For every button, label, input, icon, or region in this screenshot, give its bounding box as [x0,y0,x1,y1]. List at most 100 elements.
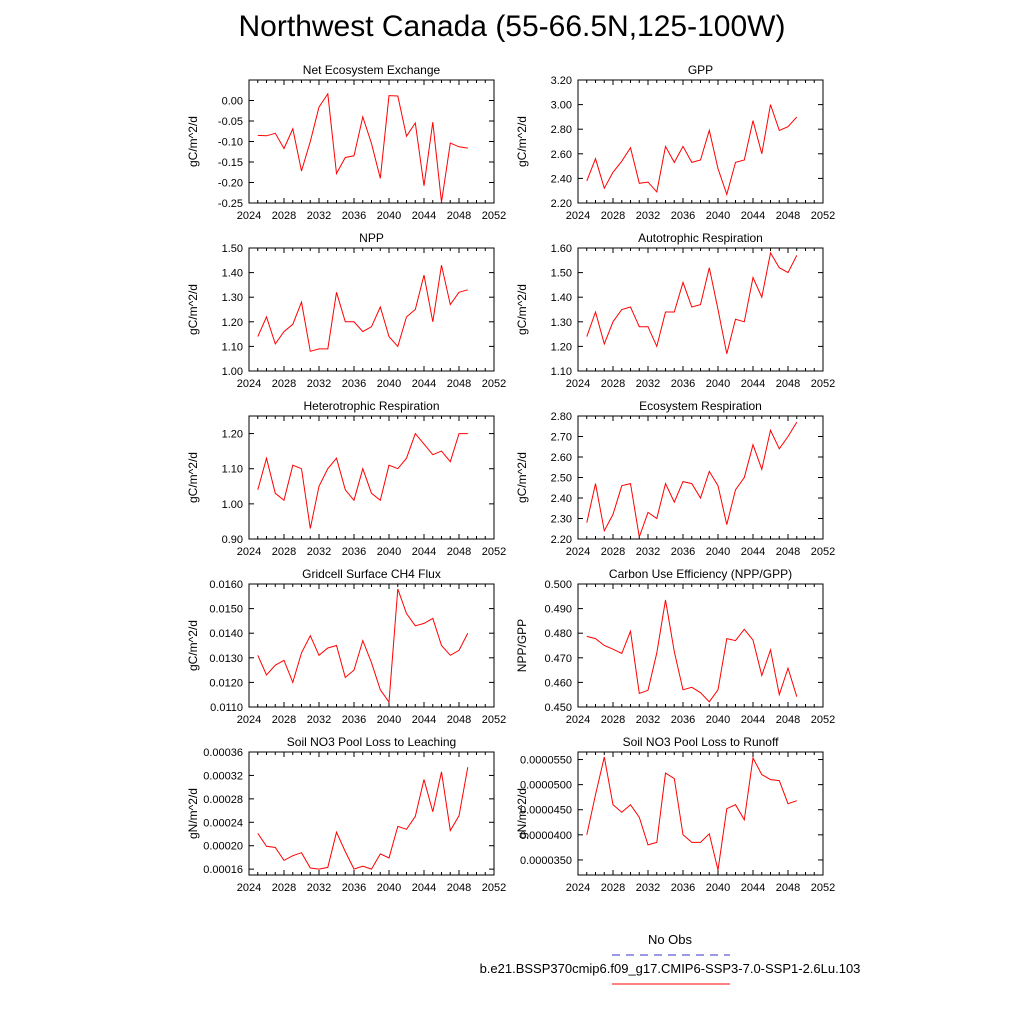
panel-9-ytick-label: 0.00036 [203,747,243,759]
panel-10-ytick-label: 0.0000350 [520,855,572,867]
panel-9-series-line [257,767,469,870]
panel-10-frame [577,751,824,876]
panel-1-xtick-label: 2032 [307,210,331,222]
panel-9-title: Soil NO3 Pool Loss to Leaching [287,735,456,749]
panel-9-ytick-label: 0.00024 [203,817,243,829]
panel-1-ytick-label: -0.15 [218,157,243,169]
panel-4-frame [577,247,824,372]
panel-5-series-line [257,432,468,529]
panel-8-frame [577,583,824,708]
legend-model-label: b.e21.BSSP370cmip6.f09_g17.CMIP6-SSP3-7.… [479,961,861,976]
panel-6-xtick-label: 2028 [601,546,625,558]
panel-5-xtick-label: 2040 [377,546,401,558]
panel-7-ytick-label: 0.0130 [209,653,243,665]
panel-6-ytick-label: 2.40 [551,493,572,505]
panel-1-ylabel: gC/m^2/d [186,116,200,167]
panel-4-xtick-label: 2024 [566,378,590,390]
panel-7-ytick-label: 0.0140 [209,628,243,640]
panel-10-xtick-label: 2036 [671,882,695,894]
panel-4-xtick-label: 2036 [671,378,695,390]
panel-1-ytick-label: 0.00 [222,96,243,108]
panel-6-ytick-label: 2.80 [551,411,572,423]
panel-8-xtick-label: 2048 [776,714,800,726]
panel-5-frame [248,415,495,540]
panel-7-xtick-label: 2044 [412,714,436,726]
panel-9-xtick-label: 2040 [377,882,401,894]
panel-4-series-line [586,251,798,354]
panel-4-ytick-label: 1.10 [551,366,572,378]
panel-10-xtick-label: 2024 [566,882,590,894]
panel-2-xtick-label: 2048 [776,210,800,222]
panel-7-series-line [257,588,469,704]
panel-2-ylabel: gC/m^2/d [515,116,529,167]
panel-10-ytick-label: 0.0000400 [520,830,572,842]
panel-1-xtick-label: 2052 [482,210,506,222]
panel-8-ylabel: NPP/GPP [515,619,529,672]
panel-4-ylabel: gC/m^2/d [515,284,529,335]
panel-2-ytick-label: 2.40 [551,173,572,185]
panel-7-frame [248,583,495,708]
panel-3-xtick-label: 2040 [377,378,401,390]
panel-7-xtick-label: 2048 [447,714,471,726]
panel-4-xtick-label: 2048 [776,378,800,390]
panel-8-ytick-label: 0.480 [544,628,572,640]
panel-3-ylabel: gC/m^2/d [186,284,200,335]
panel-3-ytick-label: 1.00 [222,366,243,378]
panel-5-ytick-label: 1.20 [222,429,243,441]
panel-7-xtick-label: 2032 [307,714,331,726]
panel-8-ytick-label: 0.460 [544,677,572,689]
panel-4-ytick-label: 1.40 [551,292,572,304]
panel-2-ytick-label: 2.20 [551,198,572,210]
panel-6-xtick-label: 2024 [566,546,590,558]
panel-1-xtick-label: 2024 [237,210,261,222]
panel-2-series-line [586,104,798,197]
panel-8-ytick-label: 0.490 [544,604,572,616]
panel-10-xtick-label: 2052 [811,882,835,894]
panel-1-frame [248,79,495,204]
panel-3-ytick-label: 1.10 [222,341,243,353]
panel-4-xtick-label: 2032 [636,378,660,390]
panel-10-title: Soil NO3 Pool Loss to Runoff [623,735,780,749]
panel-3-series-line [257,265,468,352]
panel-10-xtick-label: 2048 [776,882,800,894]
panel-3-xtick-label: 2052 [482,378,506,390]
panel-7-ytick-label: 0.0160 [209,579,243,591]
panel-6-ytick-label: 2.20 [551,534,572,546]
panel-7-xtick-label: 2028 [272,714,296,726]
panel-6-ytick-label: 2.30 [551,514,572,526]
panel-6-xtick-label: 2036 [671,546,695,558]
panel-2-xtick-label: 2032 [636,210,660,222]
panel-6-xtick-label: 2040 [706,546,730,558]
panel-7-xtick-label: 2040 [377,714,401,726]
panel-4-ytick-label: 1.50 [551,268,572,280]
panel-9-ylabel: gN/m^2/d [186,788,200,839]
panel-8-ytick-label: 0.500 [544,579,572,591]
panel-3-title: NPP [359,231,384,245]
panel-9-xtick-label: 2036 [342,882,366,894]
panel-2-frame [577,79,824,204]
panel-9-frame [248,751,495,876]
panel-2-xtick-label: 2044 [741,210,765,222]
panel-10-xtick-label: 2044 [741,882,765,894]
panel-3-ytick-label: 1.20 [222,317,243,329]
panel-6-xtick-label: 2032 [636,546,660,558]
panel-2-ytick-label: 3.20 [551,75,572,87]
panel-8-xtick-label: 2052 [811,714,835,726]
panel-4-ytick-label: 1.60 [551,243,572,255]
panel-10-ytick-label: 0.0000500 [520,780,572,792]
panel-1-xtick-label: 2028 [272,210,296,222]
panel-5-xtick-label: 2036 [342,546,366,558]
panel-9-xtick-label: 2048 [447,882,471,894]
panel-10-series-line [586,756,797,871]
panel-3-ytick-label: 1.30 [222,292,243,304]
panel-7-xtick-label: 2036 [342,714,366,726]
panel-9-ytick-label: 0.00016 [203,864,243,876]
panel-6-frame [577,415,824,540]
panel-2-xtick-label: 2052 [811,210,835,222]
panel-8-xtick-label: 2032 [636,714,660,726]
panel-7-ytick-label: 0.0110 [210,702,243,714]
panel-6-ytick-label: 2.50 [551,473,572,485]
panel-3-ytick-label: 1.40 [222,268,243,280]
panel-4-title: Autotrophic Respiration [638,231,763,245]
panel-4-xtick-label: 2052 [811,378,835,390]
